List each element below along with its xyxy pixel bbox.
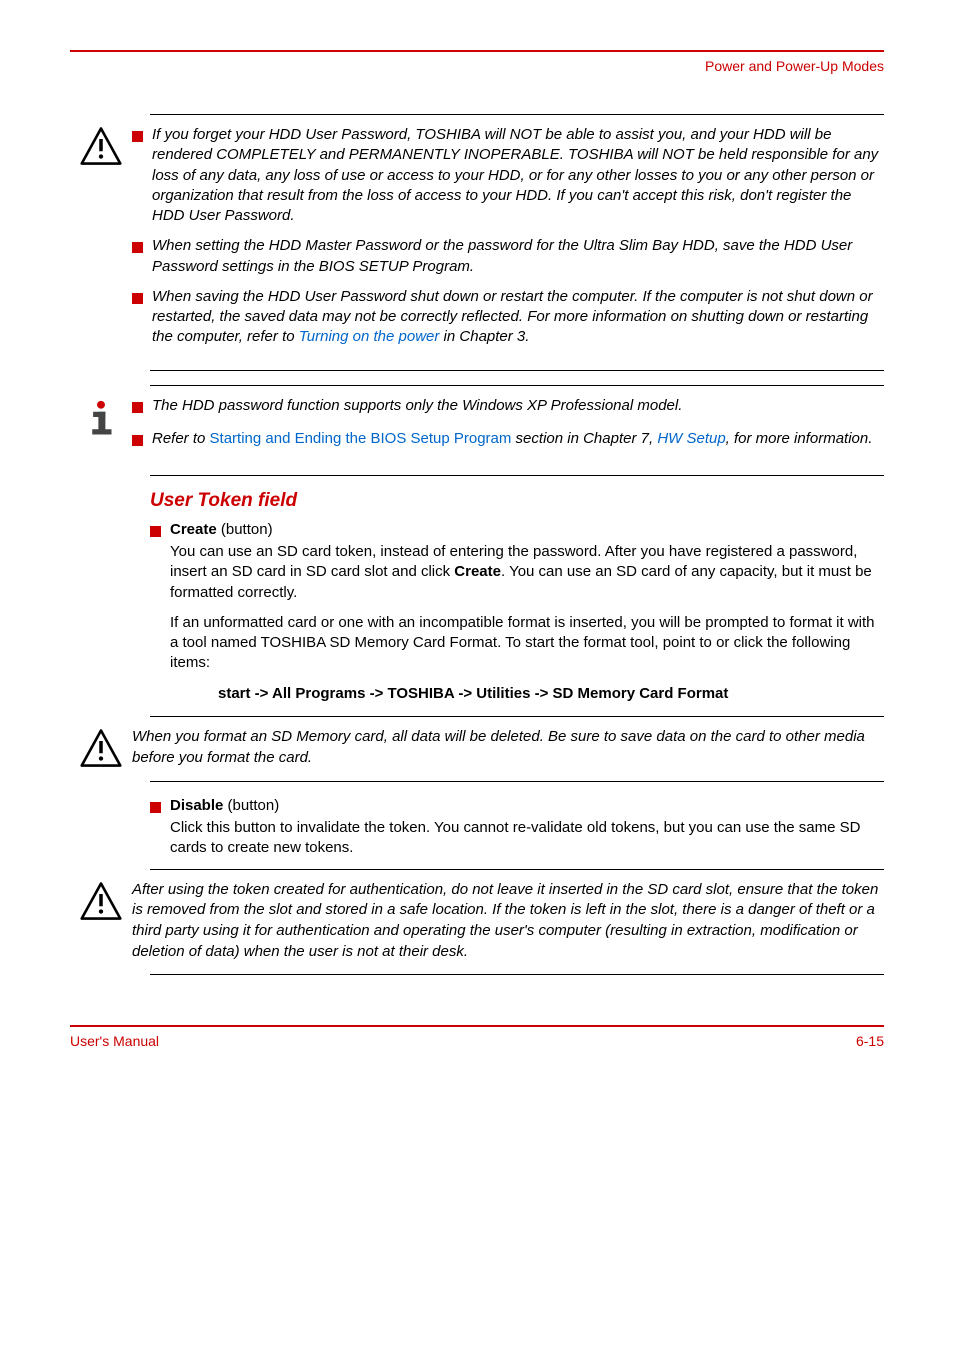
link-turning-on-power[interactable]: Turning on the power [299, 328, 440, 345]
create-path: start -> All Programs -> TOSHIBA -> Util… [218, 684, 884, 704]
divider [150, 385, 884, 386]
divider [150, 781, 884, 782]
disable-paragraph: Click this button to invalidate the toke… [170, 818, 884, 859]
warning-text: When you format an SD Memory card, all d… [132, 727, 884, 768]
divider [150, 974, 884, 975]
warning-text: When setting the HDD Master Password or … [152, 236, 884, 277]
bullet-square-icon [150, 526, 161, 537]
warning-icon [70, 880, 132, 922]
create-bullet: Create (button) You can use an SD card t… [150, 520, 884, 706]
link-bios-setup[interactable]: Starting and Ending the BIOS Setup Progr… [210, 430, 512, 447]
info-bullet: Refer to Starting and Ending the BIOS Se… [132, 429, 884, 453]
create-paragraph-2: If an unformatted card or one with an in… [170, 613, 884, 674]
warning-bullet: If you forget your HDD User Password, TO… [132, 125, 884, 226]
divider [150, 370, 884, 371]
divider [150, 475, 884, 476]
info-text: Refer to Starting and Ending the BIOS Se… [152, 429, 884, 449]
warning-text: If you forget your HDD User Password, TO… [152, 125, 884, 226]
warning-bullet: When setting the HDD Master Password or … [132, 236, 884, 277]
footer-left: User's Manual [70, 1033, 159, 1049]
info-bullet: The HDD password function supports only … [132, 396, 884, 420]
header-rule [70, 50, 884, 52]
info-icon [70, 396, 132, 438]
warning-text: After using the token created for authen… [132, 880, 884, 963]
bullet-square-icon [132, 242, 143, 253]
create-label-line: Create (button) [170, 520, 884, 540]
info-text: The HDD password function supports only … [152, 396, 884, 416]
create-paragraph-1: You can use an SD card token, instead of… [170, 542, 884, 603]
divider [150, 716, 884, 717]
header-title: Power and Power-Up Modes [70, 58, 884, 74]
footer: User's Manual 6-15 [70, 1025, 884, 1049]
warning-text: When saving the HDD User Password shut d… [152, 287, 884, 348]
warning-block-3: After using the token created for authen… [70, 880, 884, 963]
disable-label-line: Disable (button) [170, 796, 884, 816]
warning-block-2: When you format an SD Memory card, all d… [70, 727, 884, 769]
warning-block-1: If you forget your HDD User Password, TO… [70, 125, 884, 358]
bullet-square-icon [132, 435, 143, 446]
bullet-square-icon [132, 402, 143, 413]
warning-icon [70, 727, 132, 769]
link-hw-setup[interactable]: HW Setup [657, 430, 725, 447]
divider [150, 114, 884, 115]
footer-right: 6-15 [856, 1033, 884, 1049]
info-block: The HDD password function supports only … [70, 396, 884, 463]
heading-user-token: User Token field [150, 490, 884, 512]
divider [150, 869, 884, 870]
bullet-square-icon [132, 131, 143, 142]
disable-bullet: Disable (button) Click this button to in… [150, 796, 884, 859]
warning-icon [70, 125, 132, 167]
warning-bullet: When saving the HDD User Password shut d… [132, 287, 884, 348]
bullet-square-icon [132, 293, 143, 304]
bullet-square-icon [150, 802, 161, 813]
